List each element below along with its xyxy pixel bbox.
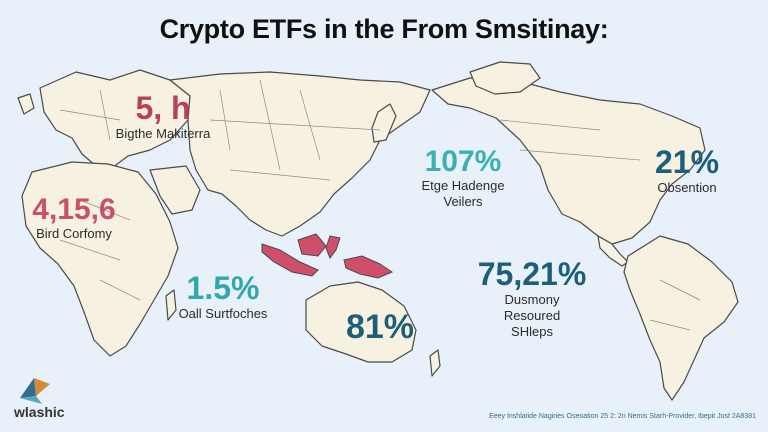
africa xyxy=(21,161,179,357)
folded-paper-logo-icon xyxy=(20,378,50,404)
stat-label: Dusmony Resoured SHleps xyxy=(503,291,561,340)
stat-pacific-south: 75,21% Dusmony Resoured SHleps xyxy=(462,256,602,340)
footer-note: Eeey Inshlatide Nagiries Oseoation 25 2:… xyxy=(489,413,756,420)
stat-value: 107% xyxy=(424,145,502,178)
new-guinea xyxy=(343,255,394,279)
stat-africa: 4,15,6 Bird Corfomy xyxy=(4,194,144,242)
stat-label: Etge Hadenge Veilers xyxy=(421,177,505,209)
asia xyxy=(169,71,431,237)
stat-indian-ocean: 1.5% Oall Surtfoches xyxy=(168,270,278,322)
madagascar xyxy=(165,289,177,321)
indonesia-west xyxy=(261,243,319,277)
indonesia-borneo xyxy=(297,233,327,257)
new-zealand xyxy=(429,349,441,377)
stat-label: Oall Surtfoches xyxy=(178,305,268,321)
stat-value: 75,21% xyxy=(477,256,587,292)
stat-pacific-north: 107% Etge Hadenge Veilers xyxy=(408,146,518,210)
australia xyxy=(305,281,417,363)
greenland xyxy=(469,61,541,95)
stat-value: 21% xyxy=(654,144,720,180)
indonesia-sulawesi xyxy=(325,235,341,260)
stat-label: Obsention xyxy=(657,179,717,195)
stat-value: 81% xyxy=(345,308,415,346)
arabia xyxy=(149,165,201,215)
stat-value: 1.5% xyxy=(186,270,260,306)
stat-label: Bird Corfomy xyxy=(36,225,112,241)
north-america xyxy=(431,77,706,245)
logo-text: wlashic xyxy=(14,404,65,420)
stat-value: 5, h xyxy=(135,90,191,126)
uk xyxy=(17,93,35,115)
country-borders xyxy=(59,79,701,331)
central-america xyxy=(597,235,629,267)
south-america xyxy=(623,235,739,401)
brand-logo: wlashic xyxy=(14,374,74,420)
stat-australia: 81% xyxy=(330,308,430,346)
stat-label: Bigthe Makiterra xyxy=(115,125,211,141)
stat-value: 4,15,6 xyxy=(32,193,116,226)
japan xyxy=(371,103,397,143)
stat-north-america: 21% Obsention xyxy=(632,144,742,196)
stat-europe: 5, h Bigthe Makiterra xyxy=(98,90,228,142)
page-title: Crypto ETFs in the From Smsitinay: xyxy=(159,14,609,44)
